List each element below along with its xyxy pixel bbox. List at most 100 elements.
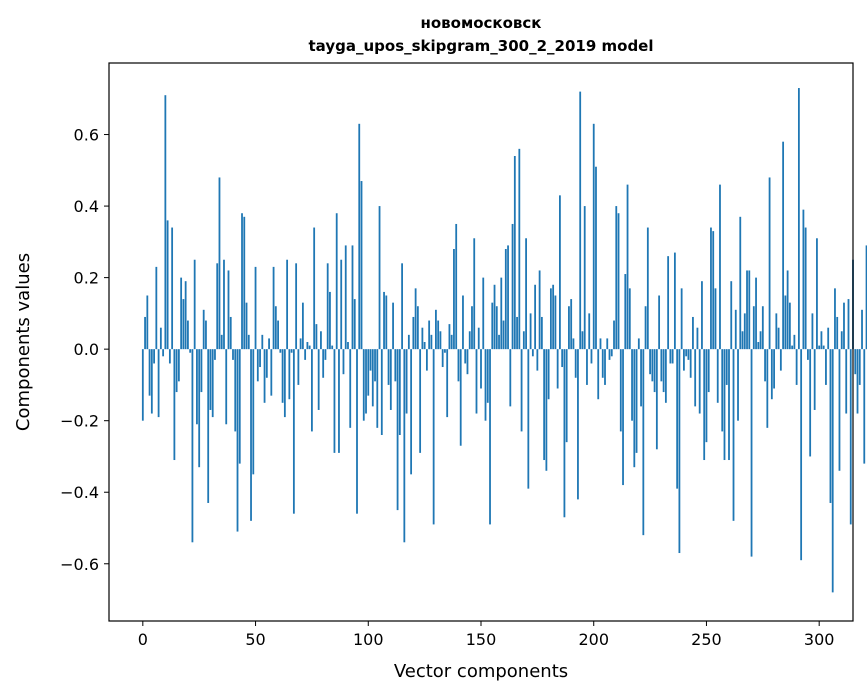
bar-51: [256, 349, 259, 382]
bar-158: [498, 334, 500, 350]
bar-131: [437, 320, 440, 350]
bar-159: [500, 277, 503, 350]
bar-94: [353, 299, 356, 350]
bar-43: [238, 349, 241, 464]
bar-212: [619, 349, 622, 432]
bar-98: [362, 349, 365, 421]
bar-147: [473, 238, 476, 350]
bar-107: [383, 291, 385, 350]
bar-201: [595, 166, 597, 350]
bar-240: [683, 349, 685, 371]
bar-295: [807, 349, 809, 360]
bar-228: [655, 349, 658, 450]
bar-317: [856, 349, 859, 414]
bar-252: [710, 227, 712, 350]
bar-70: [299, 338, 302, 350]
bar-124: [421, 327, 424, 350]
bar-61: [279, 349, 282, 353]
bar-97: [360, 181, 363, 350]
bar-305: [829, 349, 832, 503]
bar-179: [545, 349, 548, 471]
bar-202: [597, 349, 600, 400]
bar-263: [734, 309, 737, 350]
bar-19: [184, 281, 187, 350]
bar-161: [504, 249, 507, 350]
bar-241: [685, 349, 688, 357]
bar-250: [705, 349, 708, 443]
bar-41: [234, 349, 237, 432]
bar-59: [274, 306, 277, 350]
bar-174: [534, 284, 537, 350]
bar-245: [694, 349, 697, 407]
bar-152: [484, 349, 487, 421]
bar-237: [676, 349, 679, 489]
bar-189: [568, 306, 570, 350]
bar-30: [209, 349, 212, 410]
bar-31: [211, 349, 214, 418]
bar-113: [396, 349, 399, 511]
bar-269: [748, 270, 751, 350]
bar-3: [148, 349, 151, 396]
bar-231: [662, 349, 665, 393]
bar-194: [579, 91, 582, 350]
bar-198: [588, 313, 591, 350]
bar-319: [861, 309, 863, 350]
bar-197: [586, 349, 588, 385]
bar-95: [356, 349, 358, 514]
bar-171: [527, 349, 530, 489]
bar-40: [232, 349, 234, 360]
bar-11: [166, 220, 169, 350]
bar-168: [520, 349, 523, 432]
bar-83: [329, 291, 331, 350]
bar-108: [385, 295, 388, 350]
bar-244: [692, 316, 694, 350]
bar-85: [333, 349, 336, 453]
bar-207: [608, 349, 611, 360]
bar-114: [398, 349, 401, 435]
bar-99: [365, 349, 367, 414]
bar-208: [610, 349, 613, 357]
bar-223: [644, 306, 647, 350]
bar-69: [297, 349, 300, 385]
bar-167: [518, 148, 521, 350]
y-tick-label: −0.2: [60, 412, 99, 431]
bar-291: [797, 88, 800, 350]
bar-274: [759, 331, 762, 350]
bar-215: [626, 184, 629, 350]
bar-109: [387, 349, 390, 385]
bar-214: [624, 274, 627, 350]
bar-221: [640, 349, 642, 407]
bar-47: [247, 334, 250, 350]
bar-12: [168, 349, 171, 364]
bar-35: [220, 334, 223, 350]
bar-26: [200, 349, 203, 393]
bar-120: [412, 316, 415, 350]
bar-18: [182, 299, 185, 350]
bar-182: [552, 284, 555, 350]
bar-127: [428, 320, 431, 350]
bar-81: [324, 349, 327, 360]
bar-296: [809, 349, 812, 457]
bar-156: [493, 284, 496, 350]
bar-63: [283, 349, 286, 418]
bar-199: [590, 349, 593, 364]
bar-309: [838, 349, 841, 471]
bar-65: [288, 349, 291, 400]
bar-42: [236, 349, 239, 532]
bar-110: [389, 349, 392, 410]
bar-84: [331, 345, 334, 350]
bar-82: [326, 263, 329, 350]
bar-203: [599, 338, 602, 350]
bar-56: [268, 338, 270, 350]
bar-165: [513, 156, 516, 350]
y-tick-label: 0.2: [74, 269, 99, 288]
bar-24: [196, 349, 198, 425]
x-tick-label: 250: [691, 630, 722, 649]
bar-78: [317, 349, 320, 410]
bar-48: [250, 349, 252, 521]
bar-264: [737, 349, 739, 421]
bar-7: [157, 349, 160, 418]
bar-44: [241, 213, 243, 350]
bar-279: [770, 349, 773, 400]
